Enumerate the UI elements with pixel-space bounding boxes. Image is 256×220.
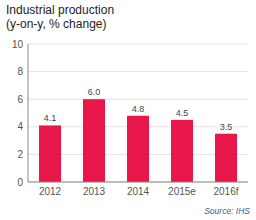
source-note: Source: IHS — [204, 206, 250, 216]
grid-line — [28, 182, 248, 183]
y-tick-label: 4 — [17, 121, 23, 132]
y-tick-label: 6 — [17, 94, 23, 105]
data-label: 3.5 — [220, 122, 233, 132]
x-tick-label: 2014 — [127, 186, 150, 197]
y-tick-label: 8 — [17, 66, 23, 77]
bar — [83, 99, 105, 182]
bar — [171, 120, 193, 182]
x-tick-label: 2013 — [83, 186, 106, 197]
bar — [39, 125, 61, 182]
data-label: 4.8 — [132, 104, 145, 114]
grid-line — [28, 99, 248, 100]
y-tick-label: 10 — [12, 39, 24, 50]
x-tick-label: 2012 — [39, 186, 62, 197]
chart-title: Industrial production(y-on-y, % change) — [6, 3, 114, 31]
bar — [215, 134, 237, 182]
y-tick-label: 2 — [17, 149, 23, 160]
data-label: 6.0 — [88, 87, 101, 97]
bars — [39, 99, 237, 182]
bar — [127, 116, 149, 182]
grid-line — [28, 71, 248, 72]
x-tick-label: 2016f — [213, 186, 238, 197]
chart-svg: Industrial production(y-on-y, % change) 0… — [0, 0, 256, 220]
chart-container: Industrial production(y-on-y, % change) 0… — [0, 0, 256, 220]
chart-title-line: (y-on-y, % change) — [6, 17, 106, 31]
y-axis-line — [28, 44, 29, 182]
x-axis-line — [28, 182, 248, 183]
grid — [28, 44, 248, 182]
data-label: 4.1 — [44, 113, 57, 123]
chart-title-line: Industrial production — [6, 3, 114, 17]
x-tick-label: 2015e — [168, 186, 196, 197]
grid-line — [28, 44, 248, 45]
y-tick-label: 0 — [17, 177, 23, 188]
data-label: 4.5 — [176, 108, 189, 118]
